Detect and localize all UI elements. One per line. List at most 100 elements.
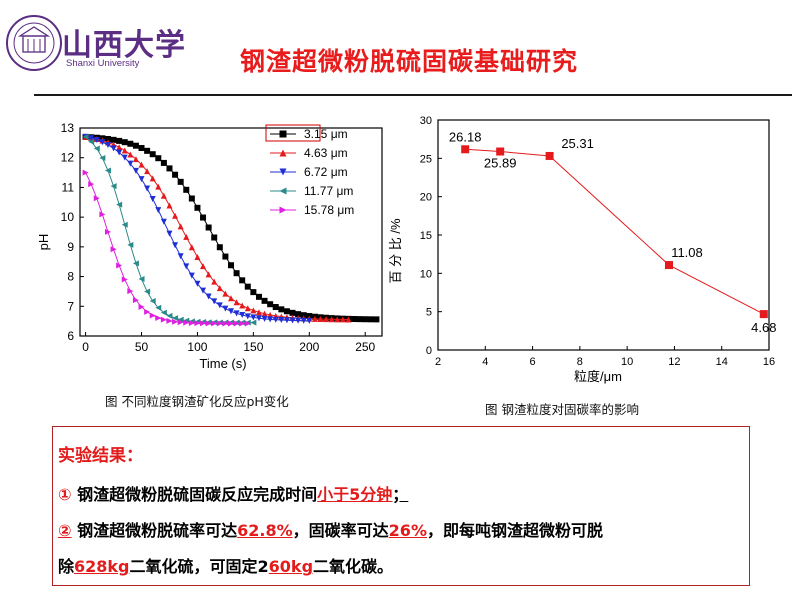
data-point [283, 308, 290, 315]
data-point [244, 313, 251, 320]
data-point [166, 165, 173, 172]
data-point [250, 314, 257, 321]
data-label: 26.18 [449, 129, 482, 144]
figure-caption-carbon: 图 钢渣粒度对固碳率的影响 [485, 402, 639, 417]
logo-chinese-name: 山西大学 [62, 28, 186, 63]
y-tick-label: 11 [62, 180, 75, 194]
university-logo [4, 6, 234, 86]
data-point [228, 262, 234, 269]
data-point [317, 316, 324, 323]
data-point [121, 147, 128, 154]
y-tick-label: 20 [420, 192, 432, 204]
data-point [132, 167, 139, 174]
legend-label: 11.77 μm [304, 184, 353, 198]
logo-english-name: Shanxi University [66, 58, 140, 69]
data-point [110, 136, 117, 143]
x-tick-label: 12 [668, 356, 680, 368]
legend-label: 3.15 μm [304, 127, 348, 141]
data-point [255, 309, 262, 316]
data-point [289, 317, 296, 324]
data-point [194, 280, 201, 287]
data-point [300, 317, 307, 324]
chart1-series [82, 133, 380, 327]
data-point [177, 319, 184, 326]
data-point [233, 320, 240, 327]
chart1-x-axis-label: Time (s) [199, 356, 246, 371]
y-tick-label: 6 [67, 329, 74, 343]
y-tick-label: 9 [67, 240, 74, 254]
data-point [283, 317, 290, 324]
data-point [183, 186, 190, 193]
data-point [339, 316, 346, 323]
data-point [194, 204, 201, 211]
data-point [200, 214, 207, 221]
results-box [52, 426, 750, 586]
y-tick-label: 10 [420, 268, 432, 280]
data-point [272, 304, 279, 311]
data-point [138, 276, 145, 283]
data-point [183, 233, 190, 240]
data-point [160, 192, 167, 199]
x-tick-label: 16 [763, 356, 775, 368]
data-point [194, 320, 201, 327]
data-point [99, 139, 106, 146]
y-tick-label: 12 [61, 151, 75, 165]
data-point [149, 175, 156, 182]
y-tick-label: 0 [426, 345, 432, 357]
data-point [222, 320, 229, 327]
legend-marker [279, 130, 287, 138]
data-point [244, 320, 251, 327]
data-point [104, 141, 111, 148]
legend-marker [279, 206, 287, 214]
data-point [211, 298, 218, 305]
data-point [233, 270, 240, 277]
data-point [160, 309, 167, 316]
data-point [188, 195, 195, 202]
x-tick-label: 2 [435, 356, 441, 368]
data-point [155, 155, 162, 162]
data-point [144, 168, 151, 175]
x-tick-label: 8 [577, 356, 583, 368]
data-point [88, 138, 95, 145]
data-point [160, 218, 167, 225]
legend-label: 6.72 μm [304, 165, 348, 179]
data-point [759, 310, 768, 319]
data-point [222, 253, 229, 260]
x-tick-label: 150 [243, 340, 263, 354]
data-point [88, 135, 95, 142]
results-title: 实验结果： [58, 446, 143, 466]
data-point [172, 171, 179, 178]
chart1-plot-frame [79, 127, 383, 337]
y-tick-label: 15 [420, 230, 432, 242]
data-point [99, 154, 106, 161]
data-point [144, 308, 151, 315]
y-tick-label: 30 [420, 115, 432, 127]
figure-caption-ph: 图 不同粒度钢渣矿化反应pH变化 [105, 394, 289, 409]
data-point [132, 297, 139, 304]
data-point [216, 285, 223, 292]
data-point [228, 320, 234, 327]
data-point [306, 317, 313, 324]
data-point [205, 320, 212, 327]
chart1-axes: 0 50 100 150 200 250 6 7 8 9 10 11 12 13 [61, 121, 383, 354]
data-point [149, 195, 156, 202]
data-point [496, 147, 505, 156]
data-point [267, 301, 274, 308]
data-point [244, 305, 251, 312]
data-point [356, 316, 363, 323]
data-point [261, 310, 268, 317]
x-tick-label: 250 [355, 340, 375, 354]
data-point [166, 312, 173, 319]
result-line-3: 除628kg二氧化硫，可固定260kg二氧化碳。 [58, 553, 393, 577]
data-label: 4.68 [751, 320, 776, 335]
data-point [155, 304, 162, 311]
data-point [300, 312, 307, 319]
data-point [149, 312, 156, 319]
result-text: ，固碳率可达 [292, 521, 389, 540]
data-point [205, 224, 212, 231]
result-marker-2: ② [58, 521, 72, 540]
data-point [172, 212, 179, 219]
data-label: 25.31 [561, 136, 594, 151]
result-text: 除 [58, 557, 75, 576]
